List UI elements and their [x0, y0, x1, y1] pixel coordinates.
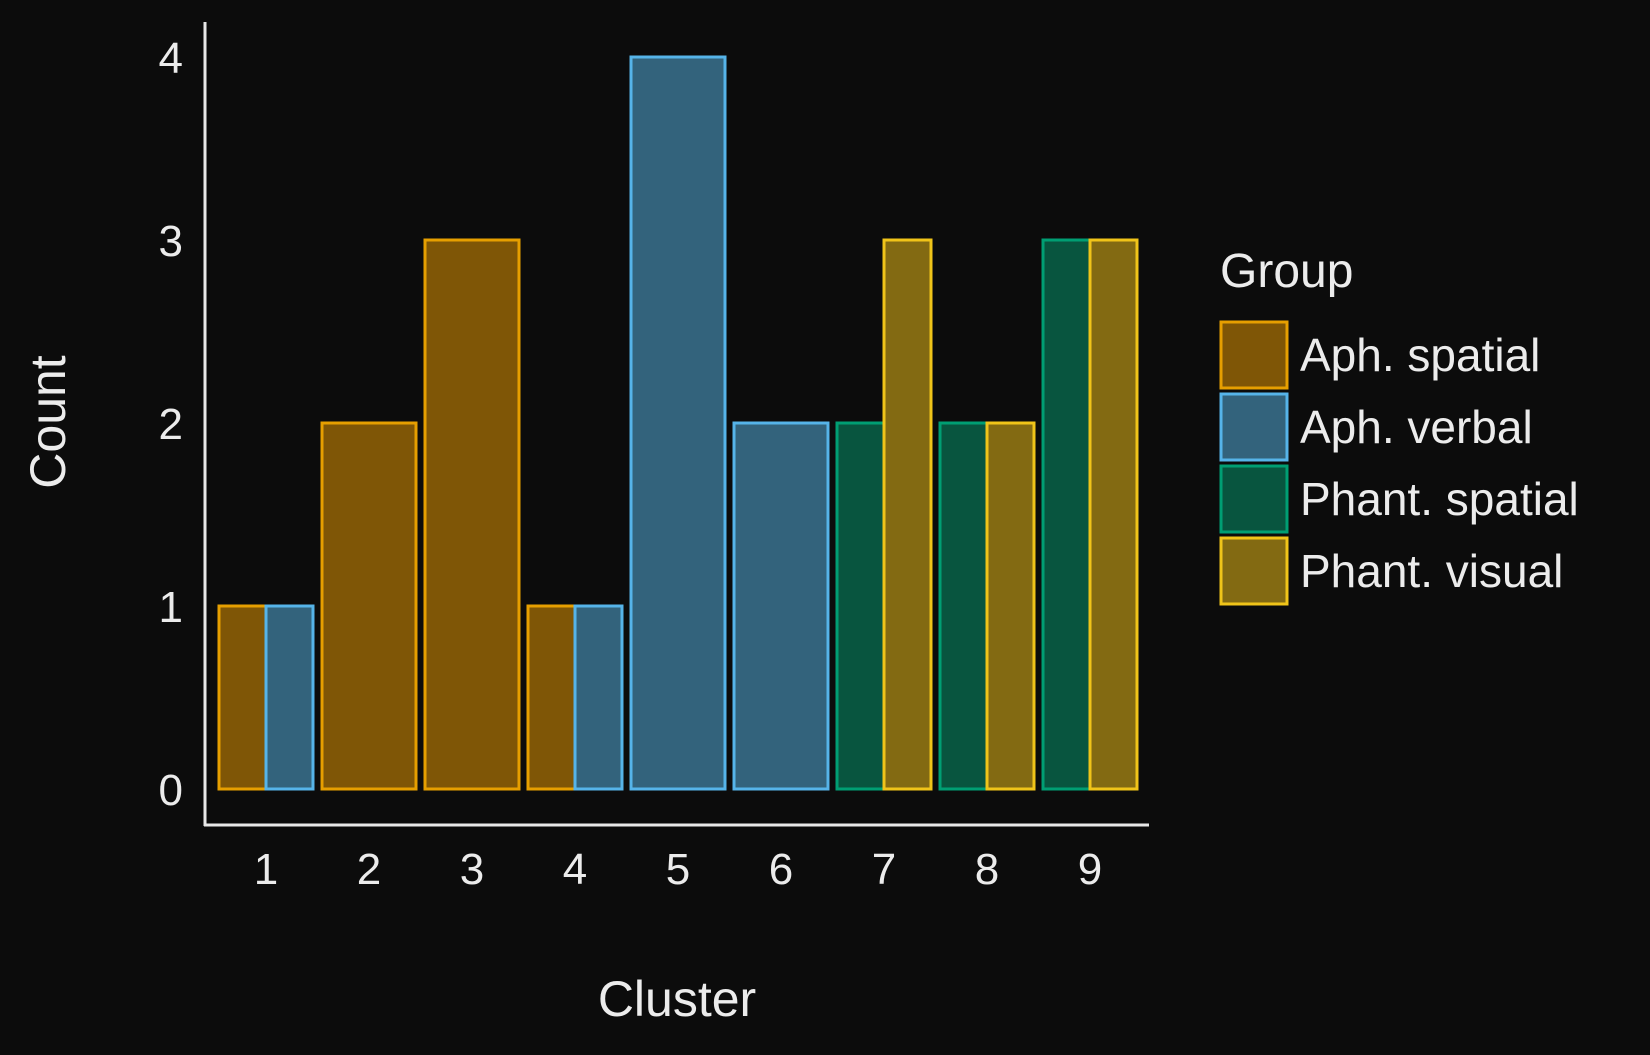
- legend-label: Aph. spatial: [1300, 329, 1540, 381]
- bar-phant-spatial-cluster-7: [835, 421, 886, 791]
- y-axis-label: Count: [20, 355, 76, 489]
- bar-phant-visual-cluster-7: [882, 238, 933, 791]
- bar-aph-verbal-cluster-6: [732, 421, 830, 791]
- x-tick-label: 4: [563, 845, 587, 894]
- legend-swatch: [1219, 464, 1289, 534]
- bar-phant-visual-cluster-9: [1088, 238, 1139, 791]
- y-tick-label: 0: [159, 766, 183, 815]
- y-tick-label: 2: [159, 400, 183, 449]
- bar-phant-spatial-cluster-8: [938, 421, 989, 791]
- x-tick-label: 8: [975, 845, 999, 894]
- legend-label: Aph. verbal: [1300, 401, 1533, 453]
- bar-aph-verbal-cluster-1: [264, 604, 315, 791]
- bar-aph-spatial-cluster-1: [217, 604, 268, 791]
- x-tick-label: 7: [872, 845, 896, 894]
- legend-label: Phant. visual: [1300, 545, 1563, 597]
- x-tick-label: 1: [254, 845, 278, 894]
- x-tick-label: 6: [769, 845, 793, 894]
- legend-swatch: [1219, 392, 1289, 462]
- y-tick-labels: 0 1 2 3 4: [159, 34, 183, 815]
- bar-phant-visual-cluster-8: [985, 421, 1036, 791]
- x-tick-label: 2: [357, 845, 381, 894]
- x-tick-label: 5: [666, 845, 690, 894]
- bar-aph-verbal-cluster-5: [629, 55, 727, 791]
- legend-title: Group: [1220, 245, 1353, 298]
- legend-swatch: [1219, 536, 1289, 606]
- x-tick-label: 9: [1078, 845, 1102, 894]
- bar-aph-spatial-cluster-2: [320, 421, 418, 791]
- y-tick-label: 4: [159, 34, 183, 83]
- x-axis-label: Cluster: [598, 971, 756, 1027]
- y-tick-label: 3: [159, 217, 183, 266]
- bar-phant-spatial-cluster-9: [1041, 238, 1092, 791]
- x-tick-labels: 1 2 3 4 5 6 7 8 9: [254, 845, 1102, 894]
- legend-label: Phant. spatial: [1300, 473, 1579, 525]
- x-tick-label: 3: [460, 845, 484, 894]
- bar-aph-spatial-cluster-3: [423, 238, 521, 791]
- y-tick-label: 1: [159, 583, 183, 632]
- legend-swatch: [1219, 320, 1289, 390]
- bar-aph-spatial-cluster-4: [526, 604, 577, 791]
- bars: [217, 55, 1139, 791]
- legend: Group Aph. spatial Aph. verbal Phant. spat…: [1219, 245, 1579, 606]
- bar-aph-verbal-cluster-4: [573, 604, 624, 791]
